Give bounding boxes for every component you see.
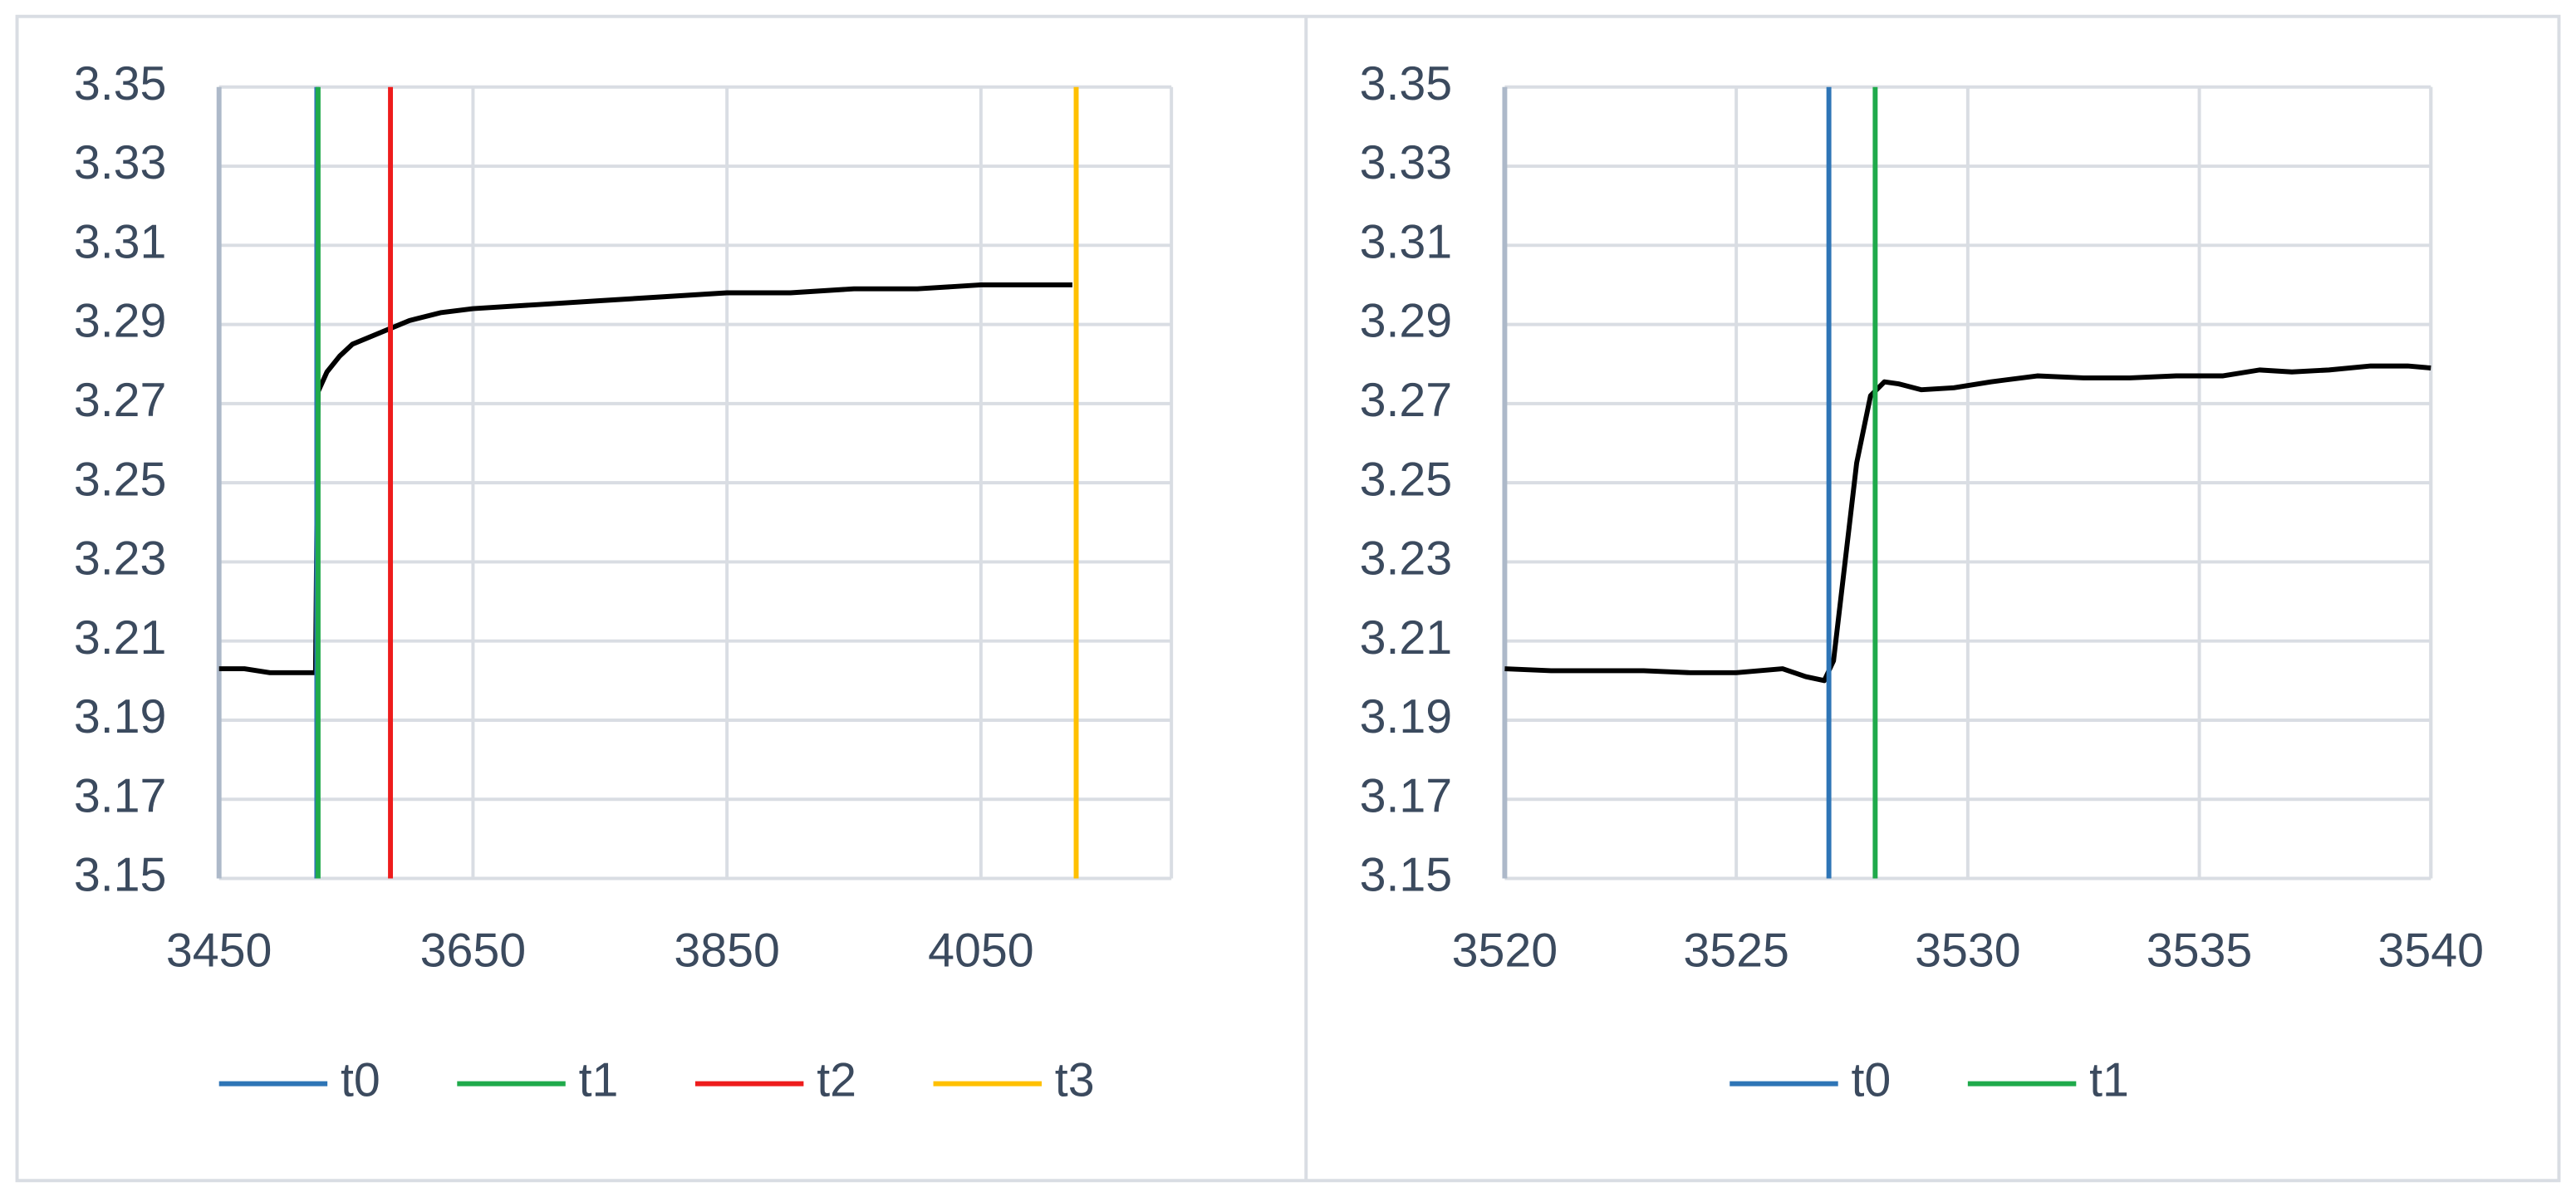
legend-label: t3 [1055, 1054, 1095, 1107]
y-tick-label: 3.17 [1360, 769, 1453, 822]
data-line [1504, 363, 2431, 684]
legend-label: t0 [1852, 1054, 1892, 1107]
x-tick-label: 3535 [2147, 925, 2252, 978]
x-tick-label: 3520 [1452, 925, 1558, 978]
x-tick-label: 3650 [420, 925, 526, 978]
y-tick-label: 3.31 [74, 215, 167, 268]
x-tick-label: 3850 [674, 925, 780, 978]
y-tick-label: 3.27 [1360, 374, 1453, 427]
x-tick-label: 3450 [166, 925, 272, 978]
x-tick-label: 4050 [928, 925, 1034, 978]
x-tick-label: 3540 [2378, 925, 2485, 978]
y-tick-label: 3.21 [74, 611, 167, 665]
y-tick-label: 3.23 [74, 532, 167, 586]
y-tick-label: 3.15 [1360, 849, 1453, 902]
y-tick-label: 3.25 [74, 453, 167, 506]
x-tick-label: 3530 [1915, 925, 2021, 978]
legend-label: t1 [2089, 1054, 2129, 1107]
x-tick-label: 3525 [1683, 925, 1788, 978]
y-tick-label: 3.15 [74, 849, 167, 902]
y-tick-label: 3.27 [74, 374, 167, 427]
y-tick-label: 3.19 [1360, 690, 1453, 743]
frame [15, 14, 2561, 1183]
data-line [218, 282, 1072, 675]
legend-label: t1 [579, 1054, 619, 1107]
y-tick-label: 3.21 [1360, 611, 1453, 665]
y-tick-label: 3.17 [74, 769, 167, 822]
y-tick-label: 3.33 [74, 136, 167, 189]
y-tick-label: 3.25 [1360, 453, 1453, 506]
y-tick-label: 3.29 [74, 295, 167, 348]
legend-label: t2 [817, 1054, 856, 1107]
y-tick-label: 3.35 [1360, 57, 1453, 110]
y-tick-label: 3.33 [1360, 136, 1453, 189]
y-tick-label: 3.29 [1360, 295, 1453, 348]
y-tick-label: 3.23 [1360, 532, 1453, 586]
legend-label: t0 [341, 1054, 380, 1107]
y-tick-label: 3.19 [74, 690, 167, 743]
y-tick-label: 3.31 [1360, 215, 1453, 268]
y-tick-label: 3.35 [74, 57, 167, 110]
